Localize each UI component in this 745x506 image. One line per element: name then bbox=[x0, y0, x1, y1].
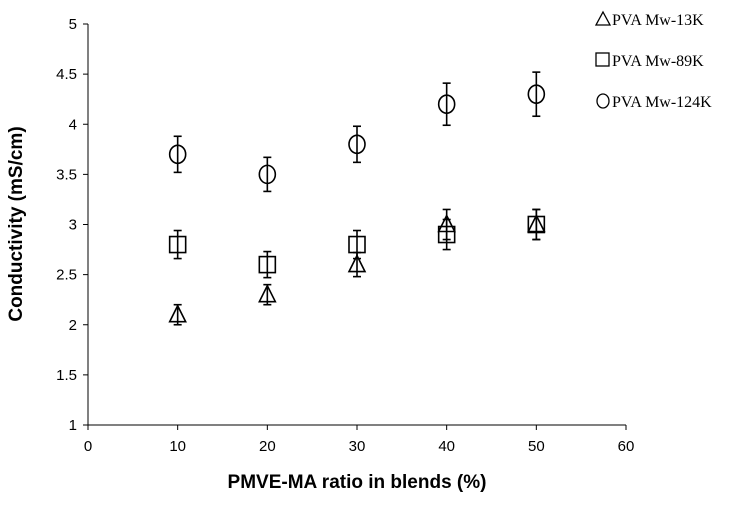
x-tick-label: 40 bbox=[438, 438, 455, 455]
series-triangle bbox=[168, 208, 546, 326]
legend-label: PVA Mw-13K bbox=[612, 12, 704, 29]
x-tick-label: 0 bbox=[84, 438, 92, 455]
y-tick-label: 2.5 bbox=[56, 267, 77, 284]
legend-triangle-marker bbox=[594, 10, 612, 26]
x-tick-label: 10 bbox=[169, 438, 186, 455]
y-axis-title: Conductivity (mS/cm) bbox=[6, 126, 27, 321]
x-axis-title: PMVE-MA ratio in blends (%) bbox=[228, 472, 487, 493]
y-tick-label: 5 bbox=[69, 16, 77, 33]
circle-marker bbox=[168, 144, 187, 165]
legend-item: PVA Mw-13K bbox=[594, 10, 704, 29]
y-tick-label: 2 bbox=[69, 317, 77, 334]
circle-marker bbox=[437, 94, 456, 114]
square-marker bbox=[258, 255, 277, 274]
square-marker bbox=[168, 235, 187, 254]
circle-marker bbox=[258, 164, 277, 185]
legend-item: PVA Mw-89K bbox=[595, 52, 704, 70]
y-tick-label: 3 bbox=[69, 217, 77, 234]
legend: PVA Mw-13K PVA Mw-89K PVA Mw-124K bbox=[594, 10, 712, 111]
legend-circle-marker bbox=[596, 93, 610, 109]
x-tick-label: 30 bbox=[349, 438, 366, 455]
y-tick-label: 1 bbox=[69, 417, 77, 434]
x-tick-label: 20 bbox=[259, 438, 276, 455]
series-circle bbox=[168, 71, 546, 193]
triangle-marker bbox=[258, 283, 277, 303]
x-tick-label: 60 bbox=[618, 438, 635, 455]
triangle-marker bbox=[168, 303, 187, 323]
axes bbox=[87, 24, 626, 426]
circle-marker bbox=[348, 134, 366, 155]
y-tick-label: 4.5 bbox=[56, 66, 77, 83]
y-tick-label: 3.5 bbox=[56, 166, 77, 183]
y-ticks: 1 1.5 2 2.5 3 3.5 4 4.5 5 bbox=[56, 16, 88, 434]
square-marker bbox=[527, 215, 546, 234]
legend-label: PVA Mw-124K bbox=[612, 94, 712, 111]
circle-marker bbox=[527, 84, 546, 104]
legend-label: PVA Mw-89K bbox=[612, 53, 704, 70]
y-tick-label: 1.5 bbox=[56, 367, 77, 384]
triangle-marker bbox=[347, 253, 367, 273]
data-points bbox=[168, 71, 546, 326]
series-square bbox=[168, 208, 546, 279]
legend-item: PVA Mw-124K bbox=[596, 93, 712, 111]
y-tick-label: 4 bbox=[69, 116, 77, 133]
square-marker bbox=[437, 225, 456, 244]
x-ticks: 0 10 20 30 40 50 60 bbox=[84, 425, 635, 455]
x-tick-label: 50 bbox=[528, 438, 545, 455]
legend-square-marker bbox=[595, 52, 610, 67]
square-marker bbox=[348, 235, 366, 254]
